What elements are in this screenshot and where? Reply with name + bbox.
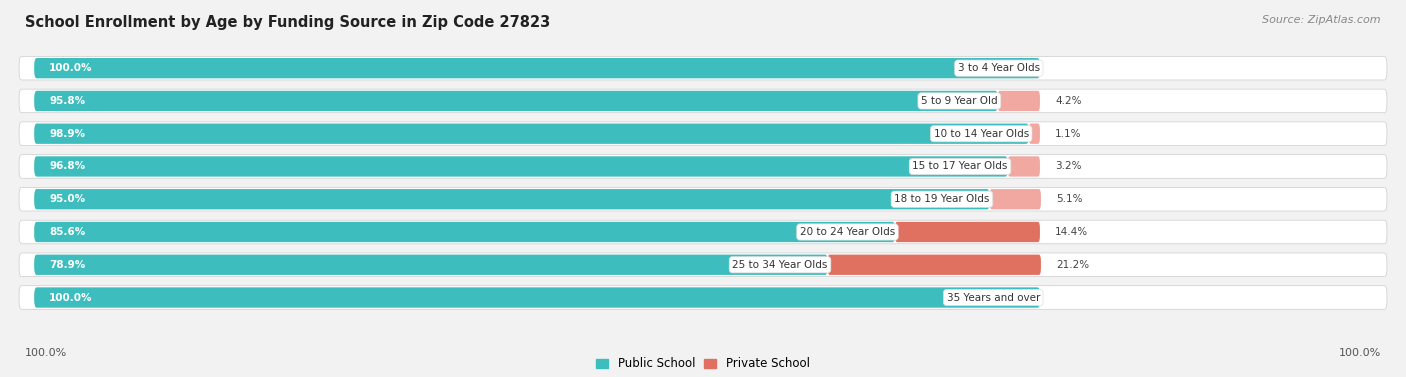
Text: 4.2%: 4.2%: [1054, 96, 1081, 106]
FancyBboxPatch shape: [20, 253, 1386, 277]
Text: 1.1%: 1.1%: [1054, 129, 1081, 139]
Text: 85.6%: 85.6%: [49, 227, 86, 237]
Text: 20 to 24 Year Olds: 20 to 24 Year Olds: [800, 227, 896, 237]
Text: 14.4%: 14.4%: [1054, 227, 1088, 237]
FancyBboxPatch shape: [828, 254, 1040, 275]
FancyBboxPatch shape: [34, 287, 1040, 308]
Text: 5 to 9 Year Old: 5 to 9 Year Old: [921, 96, 998, 106]
Text: 95.0%: 95.0%: [49, 194, 86, 204]
Text: 25 to 34 Year Olds: 25 to 34 Year Olds: [733, 260, 828, 270]
Text: 78.9%: 78.9%: [49, 260, 86, 270]
Text: 5.1%: 5.1%: [1056, 194, 1083, 204]
FancyBboxPatch shape: [34, 124, 1029, 144]
Text: 10 to 14 Year Olds: 10 to 14 Year Olds: [934, 129, 1029, 139]
FancyBboxPatch shape: [990, 189, 1040, 209]
FancyBboxPatch shape: [20, 155, 1386, 178]
FancyBboxPatch shape: [34, 222, 896, 242]
Text: School Enrollment by Age by Funding Source in Zip Code 27823: School Enrollment by Age by Funding Sour…: [25, 15, 551, 30]
Text: 3.2%: 3.2%: [1054, 161, 1081, 172]
FancyBboxPatch shape: [20, 122, 1386, 146]
FancyBboxPatch shape: [998, 91, 1040, 111]
Text: 18 to 19 Year Olds: 18 to 19 Year Olds: [894, 194, 990, 204]
Text: 21.2%: 21.2%: [1056, 260, 1090, 270]
FancyBboxPatch shape: [34, 58, 1040, 78]
FancyBboxPatch shape: [20, 286, 1386, 309]
Legend: Public School, Private School: Public School, Private School: [592, 352, 814, 375]
Text: 100.0%: 100.0%: [25, 348, 67, 358]
Text: 35 Years and over: 35 Years and over: [946, 293, 1040, 302]
FancyBboxPatch shape: [34, 189, 990, 209]
Text: 100.0%: 100.0%: [49, 293, 93, 302]
Text: 100.0%: 100.0%: [49, 63, 93, 73]
FancyBboxPatch shape: [1029, 124, 1040, 144]
Text: 15 to 17 Year Olds: 15 to 17 Year Olds: [912, 161, 1008, 172]
FancyBboxPatch shape: [20, 187, 1386, 211]
FancyBboxPatch shape: [34, 91, 998, 111]
Text: 96.8%: 96.8%: [49, 161, 86, 172]
FancyBboxPatch shape: [1008, 156, 1040, 176]
Text: 98.9%: 98.9%: [49, 129, 86, 139]
Text: 100.0%: 100.0%: [1339, 348, 1381, 358]
FancyBboxPatch shape: [20, 220, 1386, 244]
FancyBboxPatch shape: [20, 89, 1386, 113]
FancyBboxPatch shape: [896, 222, 1040, 242]
FancyBboxPatch shape: [34, 156, 1008, 176]
FancyBboxPatch shape: [34, 254, 828, 275]
Text: 95.8%: 95.8%: [49, 96, 86, 106]
Text: 3 to 4 Year Olds: 3 to 4 Year Olds: [957, 63, 1040, 73]
FancyBboxPatch shape: [20, 57, 1386, 80]
Text: Source: ZipAtlas.com: Source: ZipAtlas.com: [1263, 15, 1381, 25]
